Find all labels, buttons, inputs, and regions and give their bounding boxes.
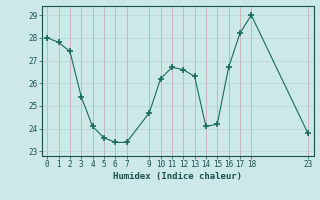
- X-axis label: Humidex (Indice chaleur): Humidex (Indice chaleur): [113, 172, 242, 181]
